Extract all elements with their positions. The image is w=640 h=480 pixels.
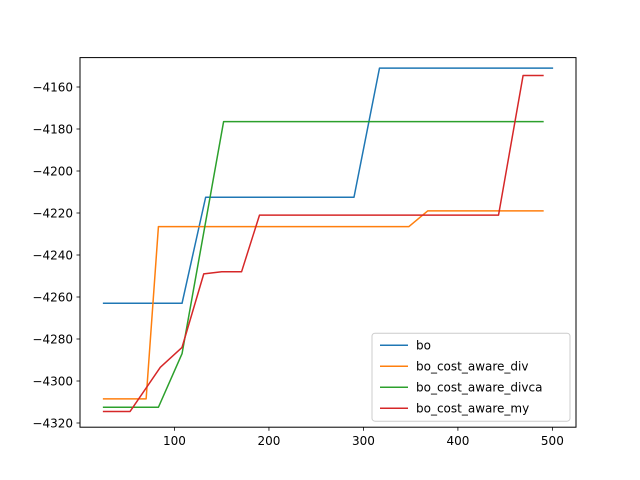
y-tick-label: −4180 [32,122,73,136]
x-tick-label: 300 [352,434,375,448]
legend: bo bo_cost_aware_div bo_cost_aware_divcabo… [371,332,571,422]
x-axis: 100 200 300 400 500 [163,427,564,448]
legend-entry-bo: bo [380,339,431,353]
series-layer [102,67,554,413]
y-tick-label: −4220 [32,206,73,220]
legend-entry-bo-cost-aware-divca: bo_cost_aware_divca [380,381,542,395]
series-line-bo-cost-aware-my [102,74,544,413]
legend-box [371,332,571,422]
legend-entry-bo-cost-aware-div: bo_cost_aware_div [380,360,528,374]
series-line-bo [102,67,554,305]
legend-entry-bo-cost-aware-my: bo_cost_aware_my [380,402,529,416]
y-tick-label: −4300 [32,374,73,388]
series-line-bo-cost-aware-divca [102,120,544,408]
plot-frame [79,57,577,428]
y-tick-label: −4240 [32,248,73,262]
y-tick-label: −4280 [32,332,73,346]
y-tick-label: −4160 [32,80,73,94]
legend-label: bo_cost_aware_my [416,402,529,416]
legend-label: bo [416,339,431,353]
legend-label: bo_cost_aware_div [416,360,528,374]
y-tick-label: −4200 [32,164,73,178]
legend-label: bo_cost_aware_divca [416,381,542,395]
y-axis: −4160 −4180 −4200 −4220 −4240 −4260 −4280 −4300… [32,80,80,430]
y-tick-label: −4260 [32,290,73,304]
x-tick-label: 200 [257,434,280,448]
x-tick-label: 100 [163,434,186,448]
x-tick-label: 400 [446,434,469,448]
y-tick-label: −4320 [32,416,73,430]
x-tick-label: 500 [541,434,564,448]
